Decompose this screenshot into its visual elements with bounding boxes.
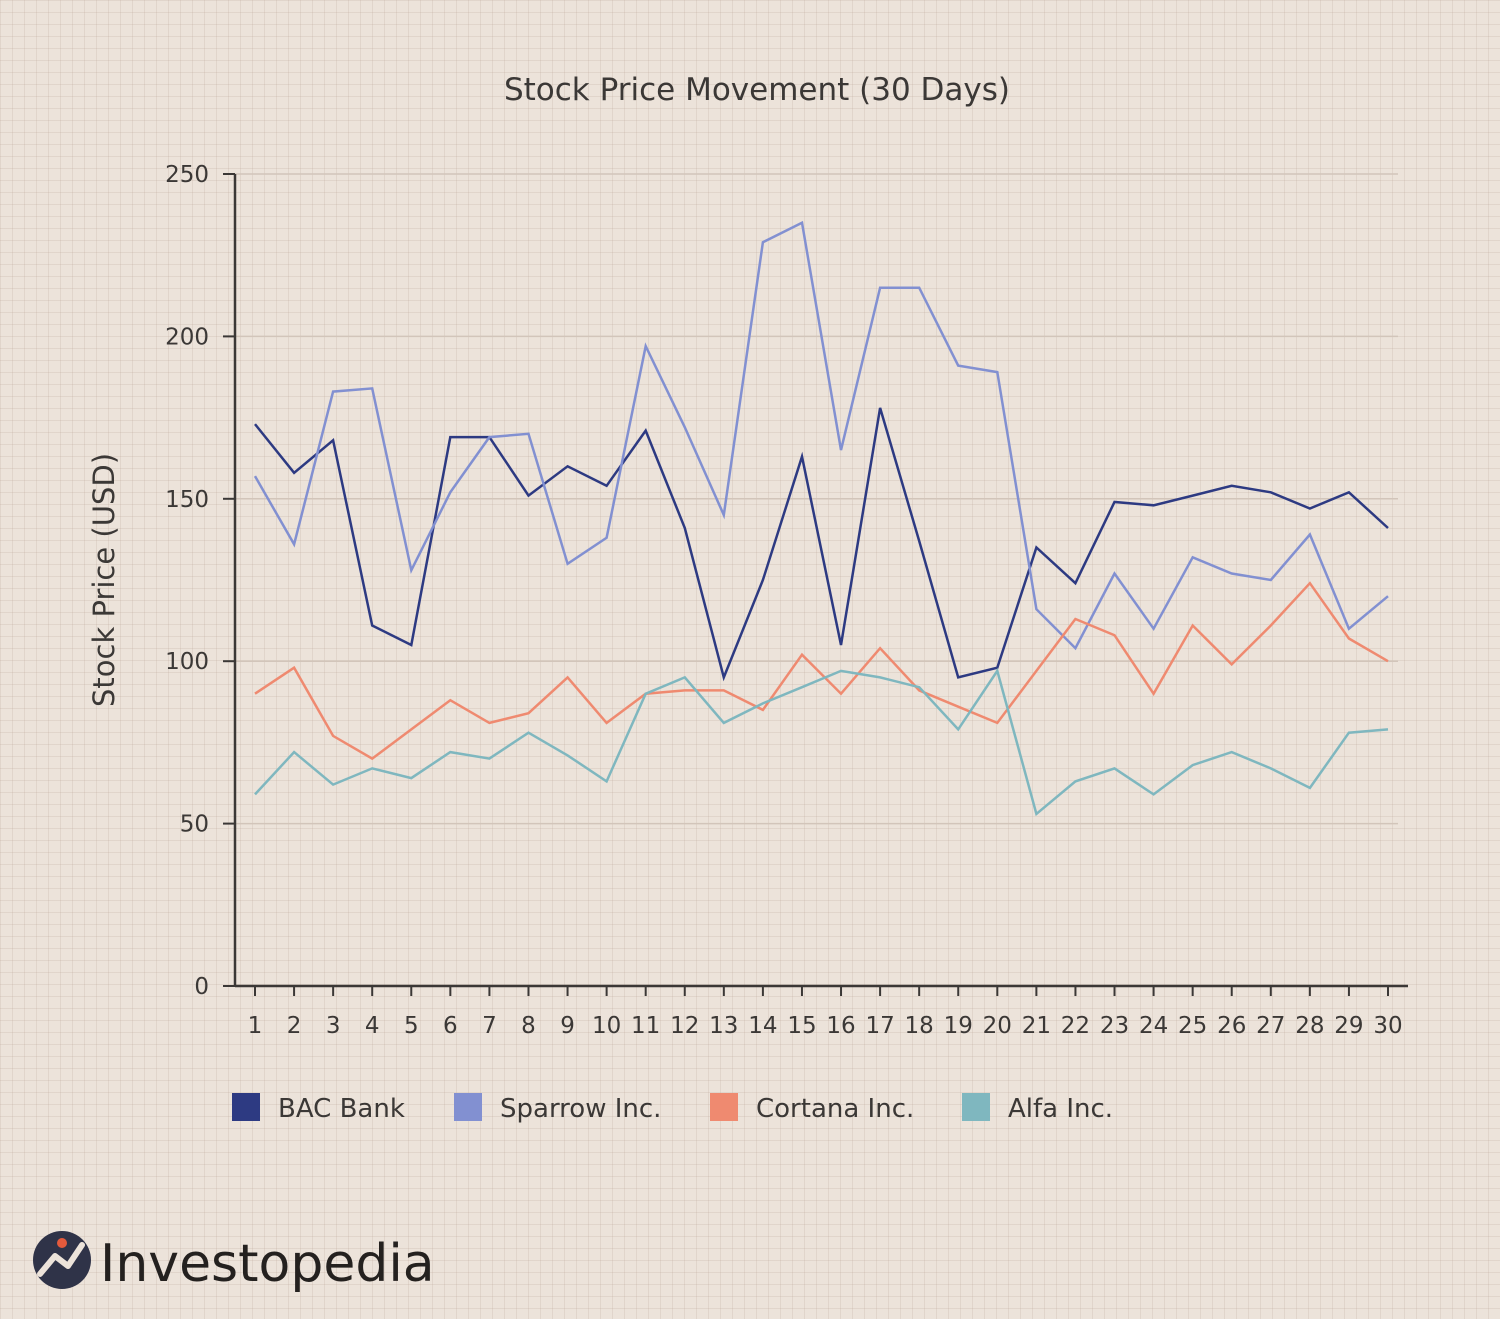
x-tick-label-18: 18 bbox=[905, 1013, 934, 1039]
y-tick-label-250: 250 bbox=[165, 162, 209, 188]
x-tick-label-11: 11 bbox=[631, 1013, 660, 1039]
y-tick-label-100: 100 bbox=[165, 649, 209, 675]
x-tick-label-17: 17 bbox=[865, 1013, 894, 1039]
x-tick-label-25: 25 bbox=[1178, 1013, 1207, 1039]
x-tick-label-14: 14 bbox=[748, 1013, 777, 1039]
x-tick-label-13: 13 bbox=[709, 1013, 738, 1039]
x-tick-label-22: 22 bbox=[1061, 1013, 1090, 1039]
legend-item-alfa-inc: Alfa Inc. bbox=[962, 1093, 1113, 1124]
x-tick-label-6: 6 bbox=[443, 1013, 458, 1039]
x-tick-label-3: 3 bbox=[326, 1013, 341, 1039]
brand-name: Investopedia bbox=[100, 1234, 435, 1294]
legend: BAC Bank Sparrow Inc. Cortana Inc. Alfa Inc… bbox=[232, 1093, 1113, 1124]
legend-label-alfa-inc: Alfa Inc. bbox=[1008, 1094, 1113, 1124]
x-tick-label-30: 30 bbox=[1373, 1013, 1402, 1039]
legend-swatch-bac-bank bbox=[232, 1093, 260, 1121]
x-tick-label-23: 23 bbox=[1100, 1013, 1129, 1039]
x-tick-label-24: 24 bbox=[1139, 1013, 1168, 1039]
x-tick-label-7: 7 bbox=[482, 1013, 497, 1039]
investopedia-logo-icon bbox=[33, 1231, 91, 1289]
x-tick-label-27: 27 bbox=[1256, 1013, 1285, 1039]
y-tick-label-0: 0 bbox=[194, 974, 209, 1000]
x-tick-label-19: 19 bbox=[944, 1013, 973, 1039]
legend-label-cortana-inc: Cortana Inc. bbox=[756, 1094, 914, 1124]
x-tick-label-12: 12 bbox=[670, 1013, 699, 1039]
x-tick-label-10: 10 bbox=[592, 1013, 621, 1039]
x-tick-label-5: 5 bbox=[404, 1013, 419, 1039]
x-tick-label-8: 8 bbox=[521, 1013, 536, 1039]
legend-swatch-cortana-inc bbox=[710, 1093, 738, 1121]
brand-logo: Investopedia bbox=[33, 1231, 435, 1294]
y-tick-label-200: 200 bbox=[165, 324, 209, 350]
series-line-sparrow-inc bbox=[253, 220, 1389, 651]
y-tick-label-150: 150 bbox=[165, 487, 209, 513]
legend-item-sparrow-inc: Sparrow Inc. bbox=[454, 1093, 661, 1124]
x-tick-label-26: 26 bbox=[1217, 1013, 1246, 1039]
x-tick-label-9: 9 bbox=[560, 1013, 575, 1039]
series-lines bbox=[253, 220, 1389, 817]
x-tick-label-1: 1 bbox=[248, 1013, 263, 1039]
x-tick-label-15: 15 bbox=[787, 1013, 816, 1039]
x-tick-label-4: 4 bbox=[365, 1013, 380, 1039]
x-tick-label-29: 29 bbox=[1334, 1013, 1363, 1039]
legend-swatch-alfa-inc bbox=[962, 1093, 990, 1121]
legend-label-bac-bank: BAC Bank bbox=[278, 1094, 405, 1124]
series-line-bac-bank bbox=[254, 407, 1389, 682]
y-tick-labels: 0 50 100 150 200 250 bbox=[165, 162, 209, 1000]
y-tick-label-50: 50 bbox=[180, 812, 209, 838]
series-line-cortana-inc bbox=[254, 581, 1389, 761]
x-tick-labels: 1 2 3 4 5 6 7 8 9 10 11 12 13 14 15 16 17 18 19 20 21 22 23 24 2… bbox=[248, 1013, 1403, 1039]
x-tick-label-2: 2 bbox=[287, 1013, 302, 1039]
y-axis-title: Stock Price (USD) bbox=[87, 453, 121, 707]
legend-item-bac-bank: BAC Bank bbox=[232, 1093, 405, 1124]
legend-item-cortana-inc: Cortana Inc. bbox=[710, 1093, 914, 1124]
x-tick-label-21: 21 bbox=[1022, 1013, 1051, 1039]
axes bbox=[223, 173, 1408, 996]
x-tick-label-20: 20 bbox=[983, 1013, 1012, 1039]
x-tick-label-28: 28 bbox=[1295, 1013, 1324, 1039]
chart-title: Stock Price Movement (30 Days) bbox=[504, 72, 1010, 108]
legend-swatch-sparrow-inc bbox=[454, 1093, 482, 1121]
gridlines bbox=[235, 173, 1398, 825]
series-line-alfa-inc bbox=[254, 667, 1389, 817]
legend-label-sparrow-inc: Sparrow Inc. bbox=[500, 1094, 661, 1124]
x-tick-label-16: 16 bbox=[826, 1013, 855, 1039]
